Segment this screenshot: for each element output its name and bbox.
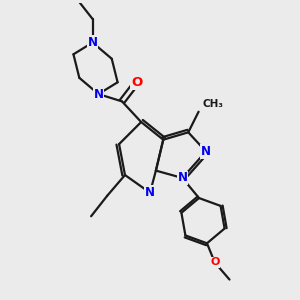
- Text: O: O: [210, 257, 220, 268]
- Text: N: N: [177, 172, 188, 184]
- Text: N: N: [88, 36, 98, 49]
- Text: O: O: [131, 76, 142, 89]
- Text: N: N: [201, 145, 211, 158]
- Text: N: N: [145, 186, 155, 199]
- Text: N: N: [94, 88, 103, 100]
- Text: CH₃: CH₃: [202, 99, 223, 110]
